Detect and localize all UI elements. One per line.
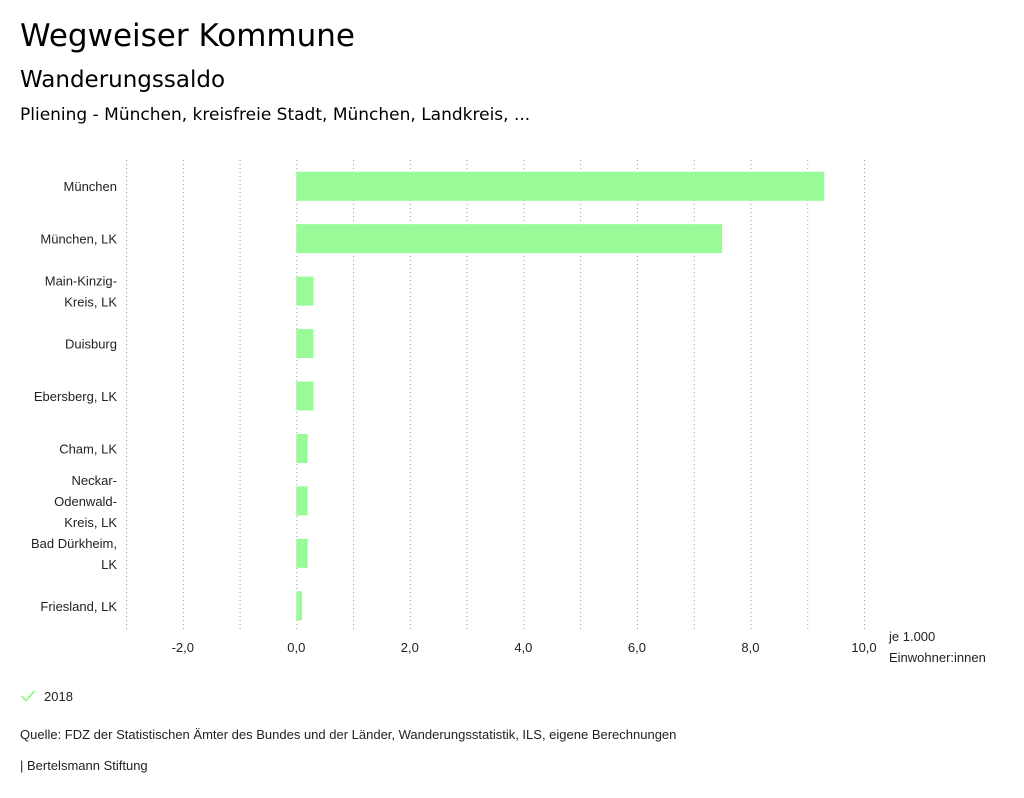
category-label: Friesland, LK: [40, 599, 117, 614]
bar[interactable]: [296, 171, 825, 201]
bar-chart: München München, LK Main-Kinzig-Kreis, LK D…: [31, 160, 986, 665]
category-label: Bad Dürkheim, LK: [31, 536, 117, 572]
category-label: Duisburg: [65, 337, 117, 352]
legend-label: 2018: [44, 688, 73, 704]
tick-labels: -2,0 0,0 2,0 4,0 6,0 8,0 10,0: [172, 640, 877, 655]
bar[interactable]: [296, 591, 302, 621]
tick-label: 6,0: [628, 640, 646, 655]
chart-subtitle: Wanderungssaldo: [20, 67, 226, 93]
tick-label: 8,0: [741, 640, 759, 655]
tick-label: 2,0: [401, 640, 419, 655]
tick-label: -2,0: [172, 640, 194, 655]
category-label: Main-Kinzig-Kreis, LK: [45, 274, 118, 310]
category-label: Cham, LK: [59, 441, 117, 456]
category-label: München, LK: [40, 232, 117, 247]
bar[interactable]: [296, 329, 314, 359]
tick-label: 0,0: [287, 640, 305, 655]
legend-item-2018[interactable]: 2018: [20, 686, 73, 706]
bar[interactable]: [296, 276, 314, 306]
bar[interactable]: [296, 224, 723, 254]
check-icon: [21, 690, 35, 702]
chart-title: Wegweiser Kommune: [20, 18, 355, 54]
unit-label: je 1.000 Einwohner:innen: [888, 629, 986, 665]
unit-label-line: Einwohner:innen: [889, 650, 986, 665]
bar[interactable]: [296, 486, 308, 516]
tick-label: 4,0: [514, 640, 532, 655]
unit-label-line: je 1.000: [888, 629, 935, 644]
region-subtitle: Pliening - München, kreisfreie Stadt, Mü…: [20, 105, 531, 125]
credit-note: | Bertelsmann Stiftung: [20, 758, 148, 773]
category-label: Ebersberg, LK: [34, 389, 117, 404]
source-note: Quelle: FDZ der Statistischen Ämter des …: [20, 727, 677, 742]
bar[interactable]: [296, 538, 308, 568]
tick-label: 10,0: [851, 640, 876, 655]
bar[interactable]: [296, 381, 314, 411]
bar[interactable]: [296, 433, 308, 463]
bars: [296, 171, 825, 621]
category-label: München: [64, 179, 117, 194]
category-labels: München München, LK Main-Kinzig-Kreis, LK D…: [31, 179, 117, 614]
category-label: Neckar-Odenwald-Kreis, LK: [54, 473, 117, 530]
